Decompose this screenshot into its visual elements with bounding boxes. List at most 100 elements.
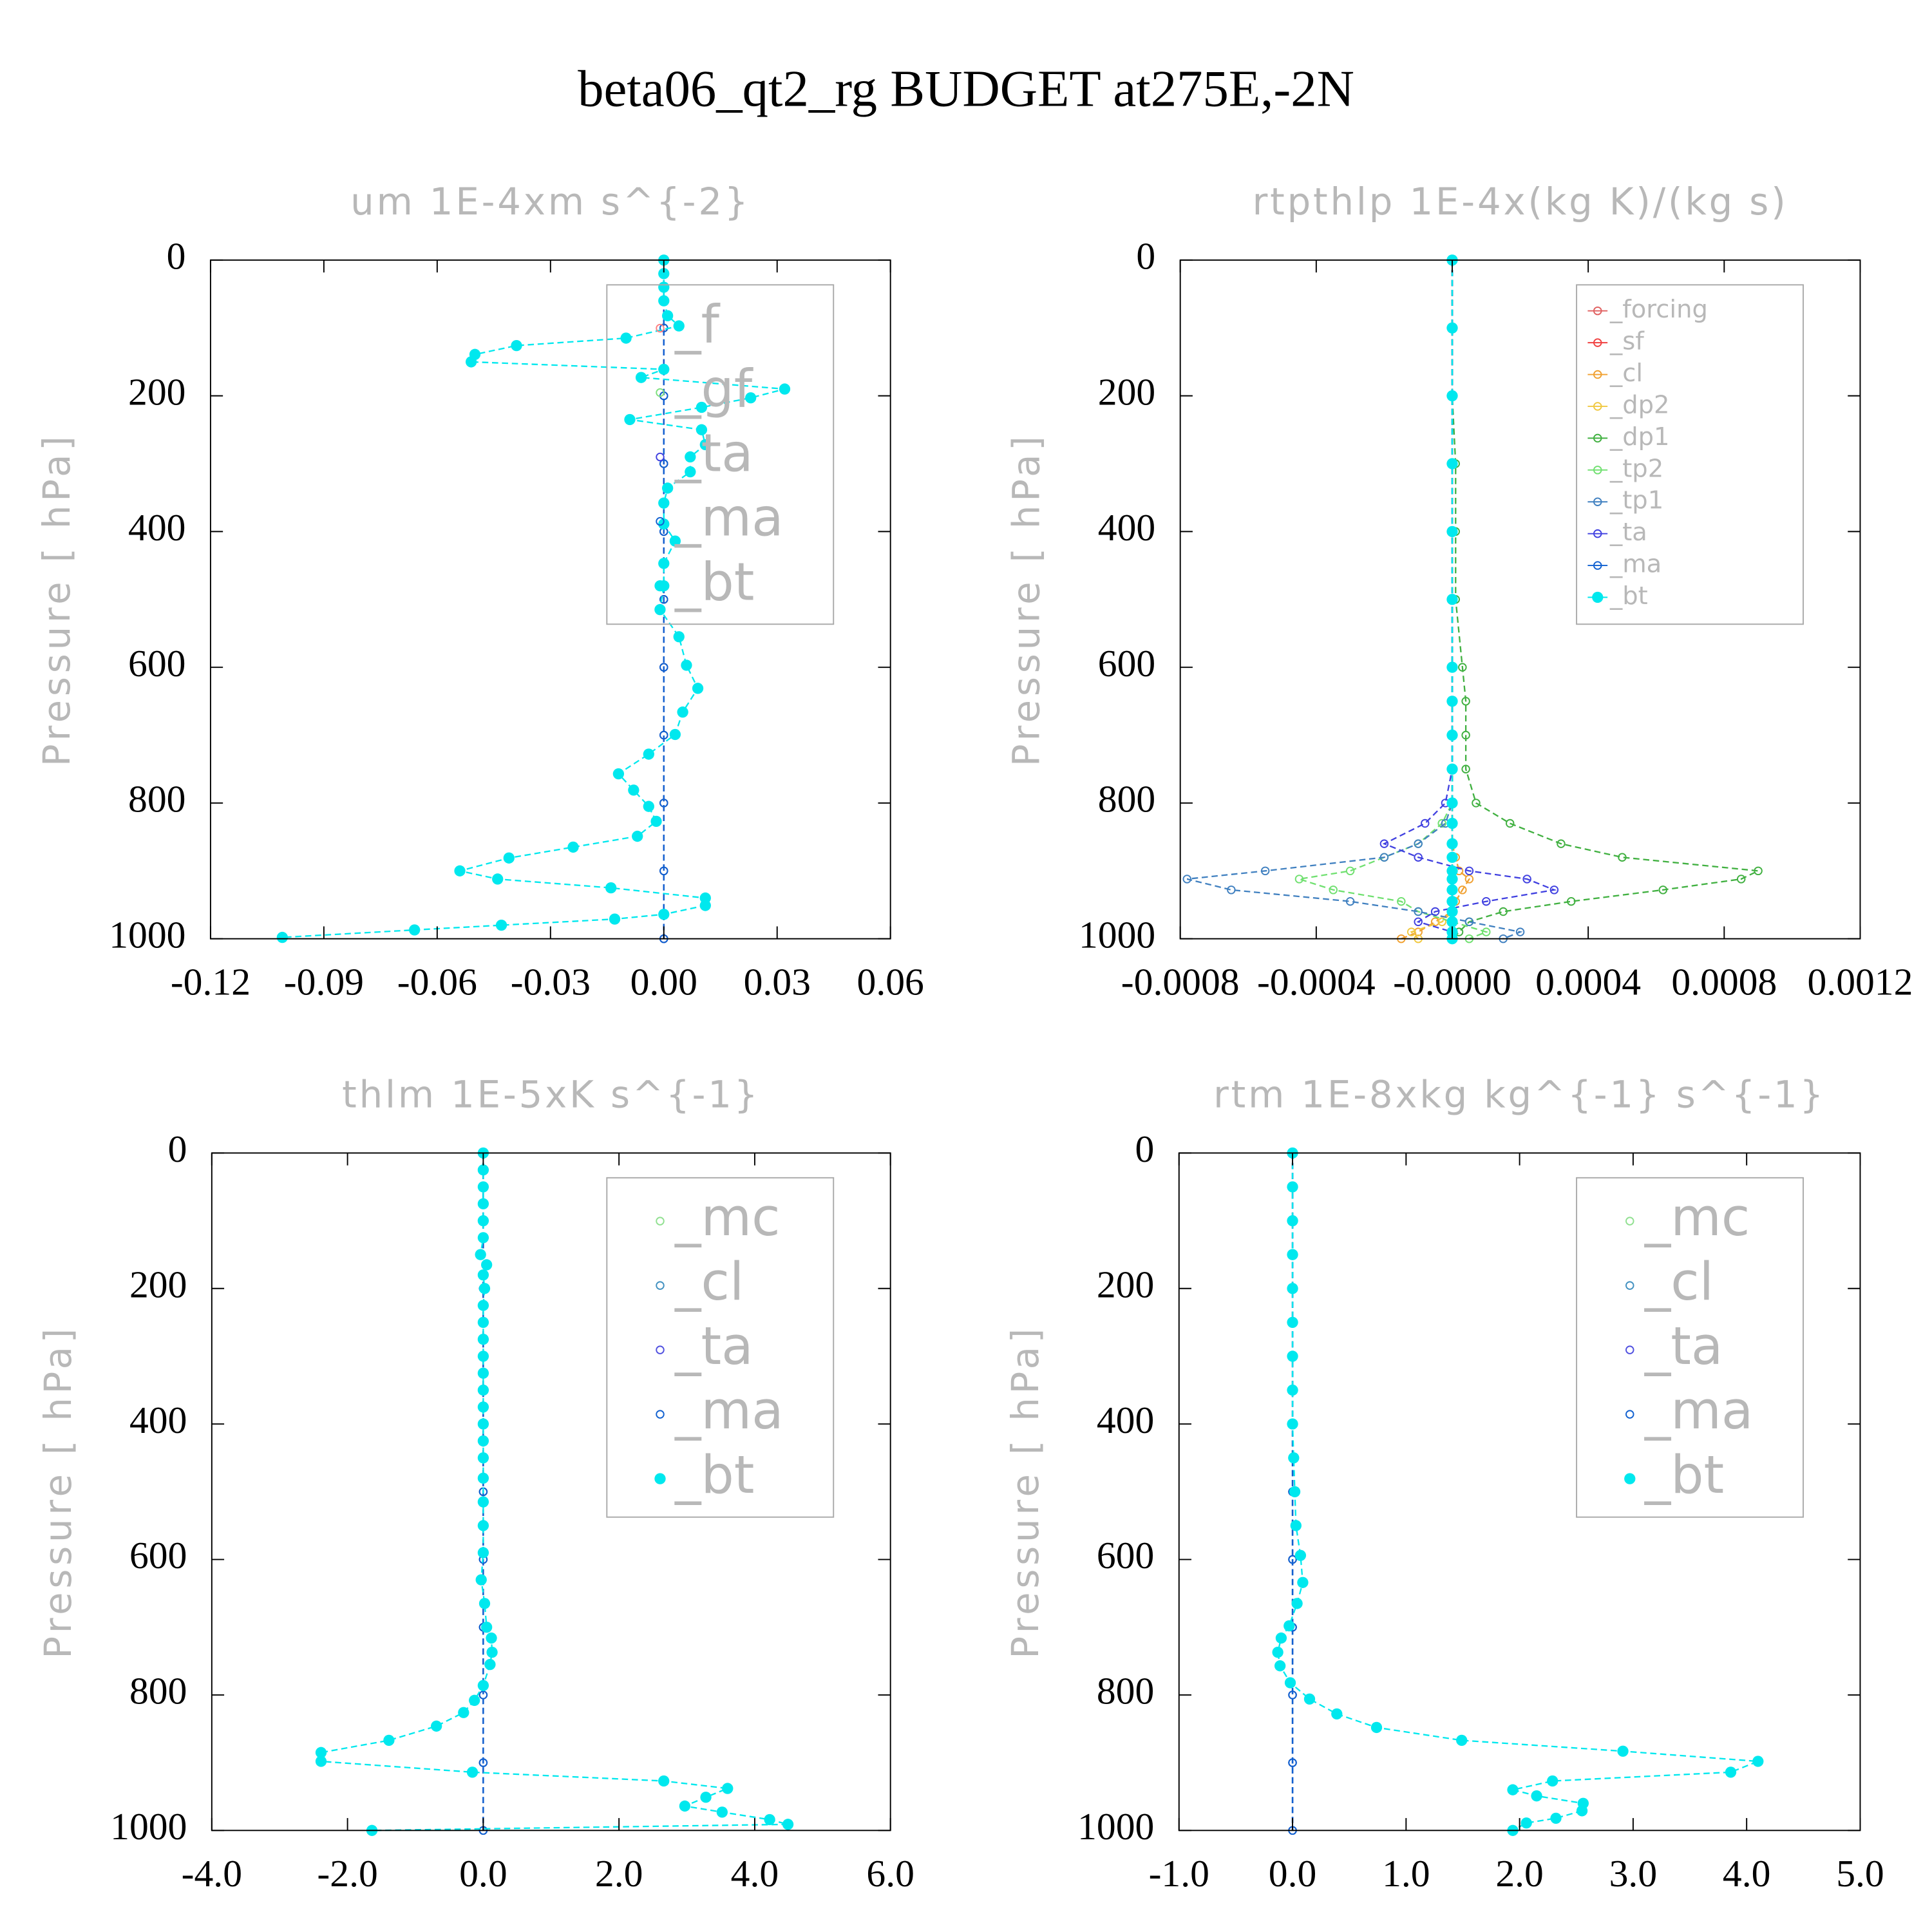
marker: [658, 1775, 670, 1787]
legend-label: _ma: [1644, 1381, 1754, 1441]
marker: [477, 1198, 489, 1209]
series-line: [1451, 260, 1761, 940]
marker: [1522, 875, 1531, 884]
legend-label: _ta: [674, 424, 753, 484]
marker: [661, 482, 674, 494]
x-tick-label: 0.0: [459, 1852, 507, 1895]
marker: [1287, 1215, 1298, 1227]
marker: [1617, 1745, 1629, 1757]
marker: [511, 339, 522, 352]
y-tick-label: 200: [1097, 1263, 1154, 1305]
marker: [1557, 839, 1566, 848]
series-line: [1382, 260, 1557, 939]
marker: [656, 388, 665, 397]
legend-label: _ta: [1609, 518, 1647, 547]
marker: [1593, 497, 1602, 506]
plot-frame: [1178, 1152, 1861, 1832]
marker: [658, 281, 670, 293]
y-tick-label: 200: [129, 1263, 187, 1305]
marker: [1446, 865, 1458, 876]
marker: [1458, 886, 1467, 895]
marker: [1275, 1632, 1287, 1644]
marker: [1593, 338, 1602, 347]
marker: [478, 1690, 488, 1700]
y-tick-label: 600: [128, 642, 185, 685]
panel-title: rtm 1E-8xkg kg^{-1} s^{-1}: [1213, 1072, 1826, 1116]
marker: [1464, 917, 1474, 927]
marker: [1287, 1283, 1298, 1294]
marker: [1182, 875, 1191, 884]
marker: [679, 1800, 691, 1812]
marker: [1287, 1316, 1298, 1329]
marker: [1287, 1350, 1298, 1362]
marker: [1397, 896, 1406, 906]
x-tick-label: 0.0008: [1671, 960, 1777, 1003]
marker: [654, 580, 666, 592]
x-tick-label: 0.00: [630, 960, 697, 1003]
legend-label: _tp1: [1609, 486, 1663, 515]
marker: [478, 1598, 491, 1609]
marker: [1464, 866, 1474, 876]
marker: [477, 1269, 489, 1281]
y-axis-label: Pressure [ hPa]: [35, 432, 79, 766]
marker: [431, 1720, 442, 1732]
marker: [1461, 730, 1470, 740]
marker: [1329, 886, 1338, 895]
marker: [1549, 886, 1559, 895]
x-tick-label: 4.0: [731, 1852, 779, 1895]
x-tick-label: 1.0: [1382, 1852, 1430, 1895]
marker: [1458, 663, 1467, 672]
marker: [632, 830, 643, 842]
marker: [656, 1217, 665, 1226]
legend-box: [606, 284, 835, 625]
marker: [1624, 1473, 1636, 1484]
marker: [628, 784, 639, 796]
marker: [1593, 370, 1602, 379]
y-tick-label: 400: [129, 1399, 187, 1441]
marker: [692, 683, 704, 694]
panel-title: um 1E-4xm s^{-2}: [350, 180, 750, 223]
marker: [1294, 875, 1304, 884]
marker: [276, 931, 289, 943]
marker: [1414, 853, 1423, 862]
x-tick-label: 0.0004: [1535, 960, 1641, 1003]
marker: [656, 323, 665, 333]
y-tick-label: 1000: [1077, 1805, 1154, 1848]
marker: [658, 558, 670, 569]
marker: [1287, 1249, 1298, 1260]
marker: [478, 1758, 488, 1767]
marker: [1430, 917, 1440, 927]
marker: [475, 1249, 486, 1260]
plot-frame: [209, 259, 891, 940]
marker: [696, 424, 708, 435]
x-tick-label: -0.0004: [1257, 960, 1376, 1003]
marker: [1287, 1384, 1298, 1396]
marker: [383, 1734, 395, 1747]
marker: [1446, 851, 1458, 863]
marker: [1567, 896, 1576, 906]
marker: [620, 332, 632, 344]
marker: [1430, 907, 1440, 916]
marker: [458, 1707, 469, 1718]
marker: [1446, 817, 1458, 829]
marker: [635, 372, 647, 383]
marker: [659, 866, 668, 876]
panel: rtpthlp 1E-4x(kg K)/(kg s) Pressure [ hPa…: [1005, 180, 1913, 1003]
marker: [673, 631, 685, 643]
x-tick-label: -0.09: [284, 960, 364, 1003]
marker: [477, 1472, 489, 1484]
marker: [1625, 1345, 1634, 1354]
y-axis-label: Pressure [ hPa]: [1005, 432, 1048, 766]
y-tick-label: 1000: [109, 913, 185, 956]
x-tick-label: -1.0: [1149, 1852, 1209, 1895]
marker: [716, 1806, 728, 1818]
marker: [656, 1345, 665, 1354]
panel: rtm 1E-8xkg kg^{-1} s^{-1} Pressure [ hPa…: [1003, 1072, 1884, 1895]
y-tick-label: 800: [129, 1670, 187, 1712]
marker: [656, 452, 665, 462]
legend-label: _cl: [674, 1252, 744, 1312]
marker: [1625, 1281, 1634, 1290]
marker: [477, 1452, 489, 1464]
marker: [1593, 561, 1602, 570]
legend-label: _gf: [674, 359, 753, 420]
